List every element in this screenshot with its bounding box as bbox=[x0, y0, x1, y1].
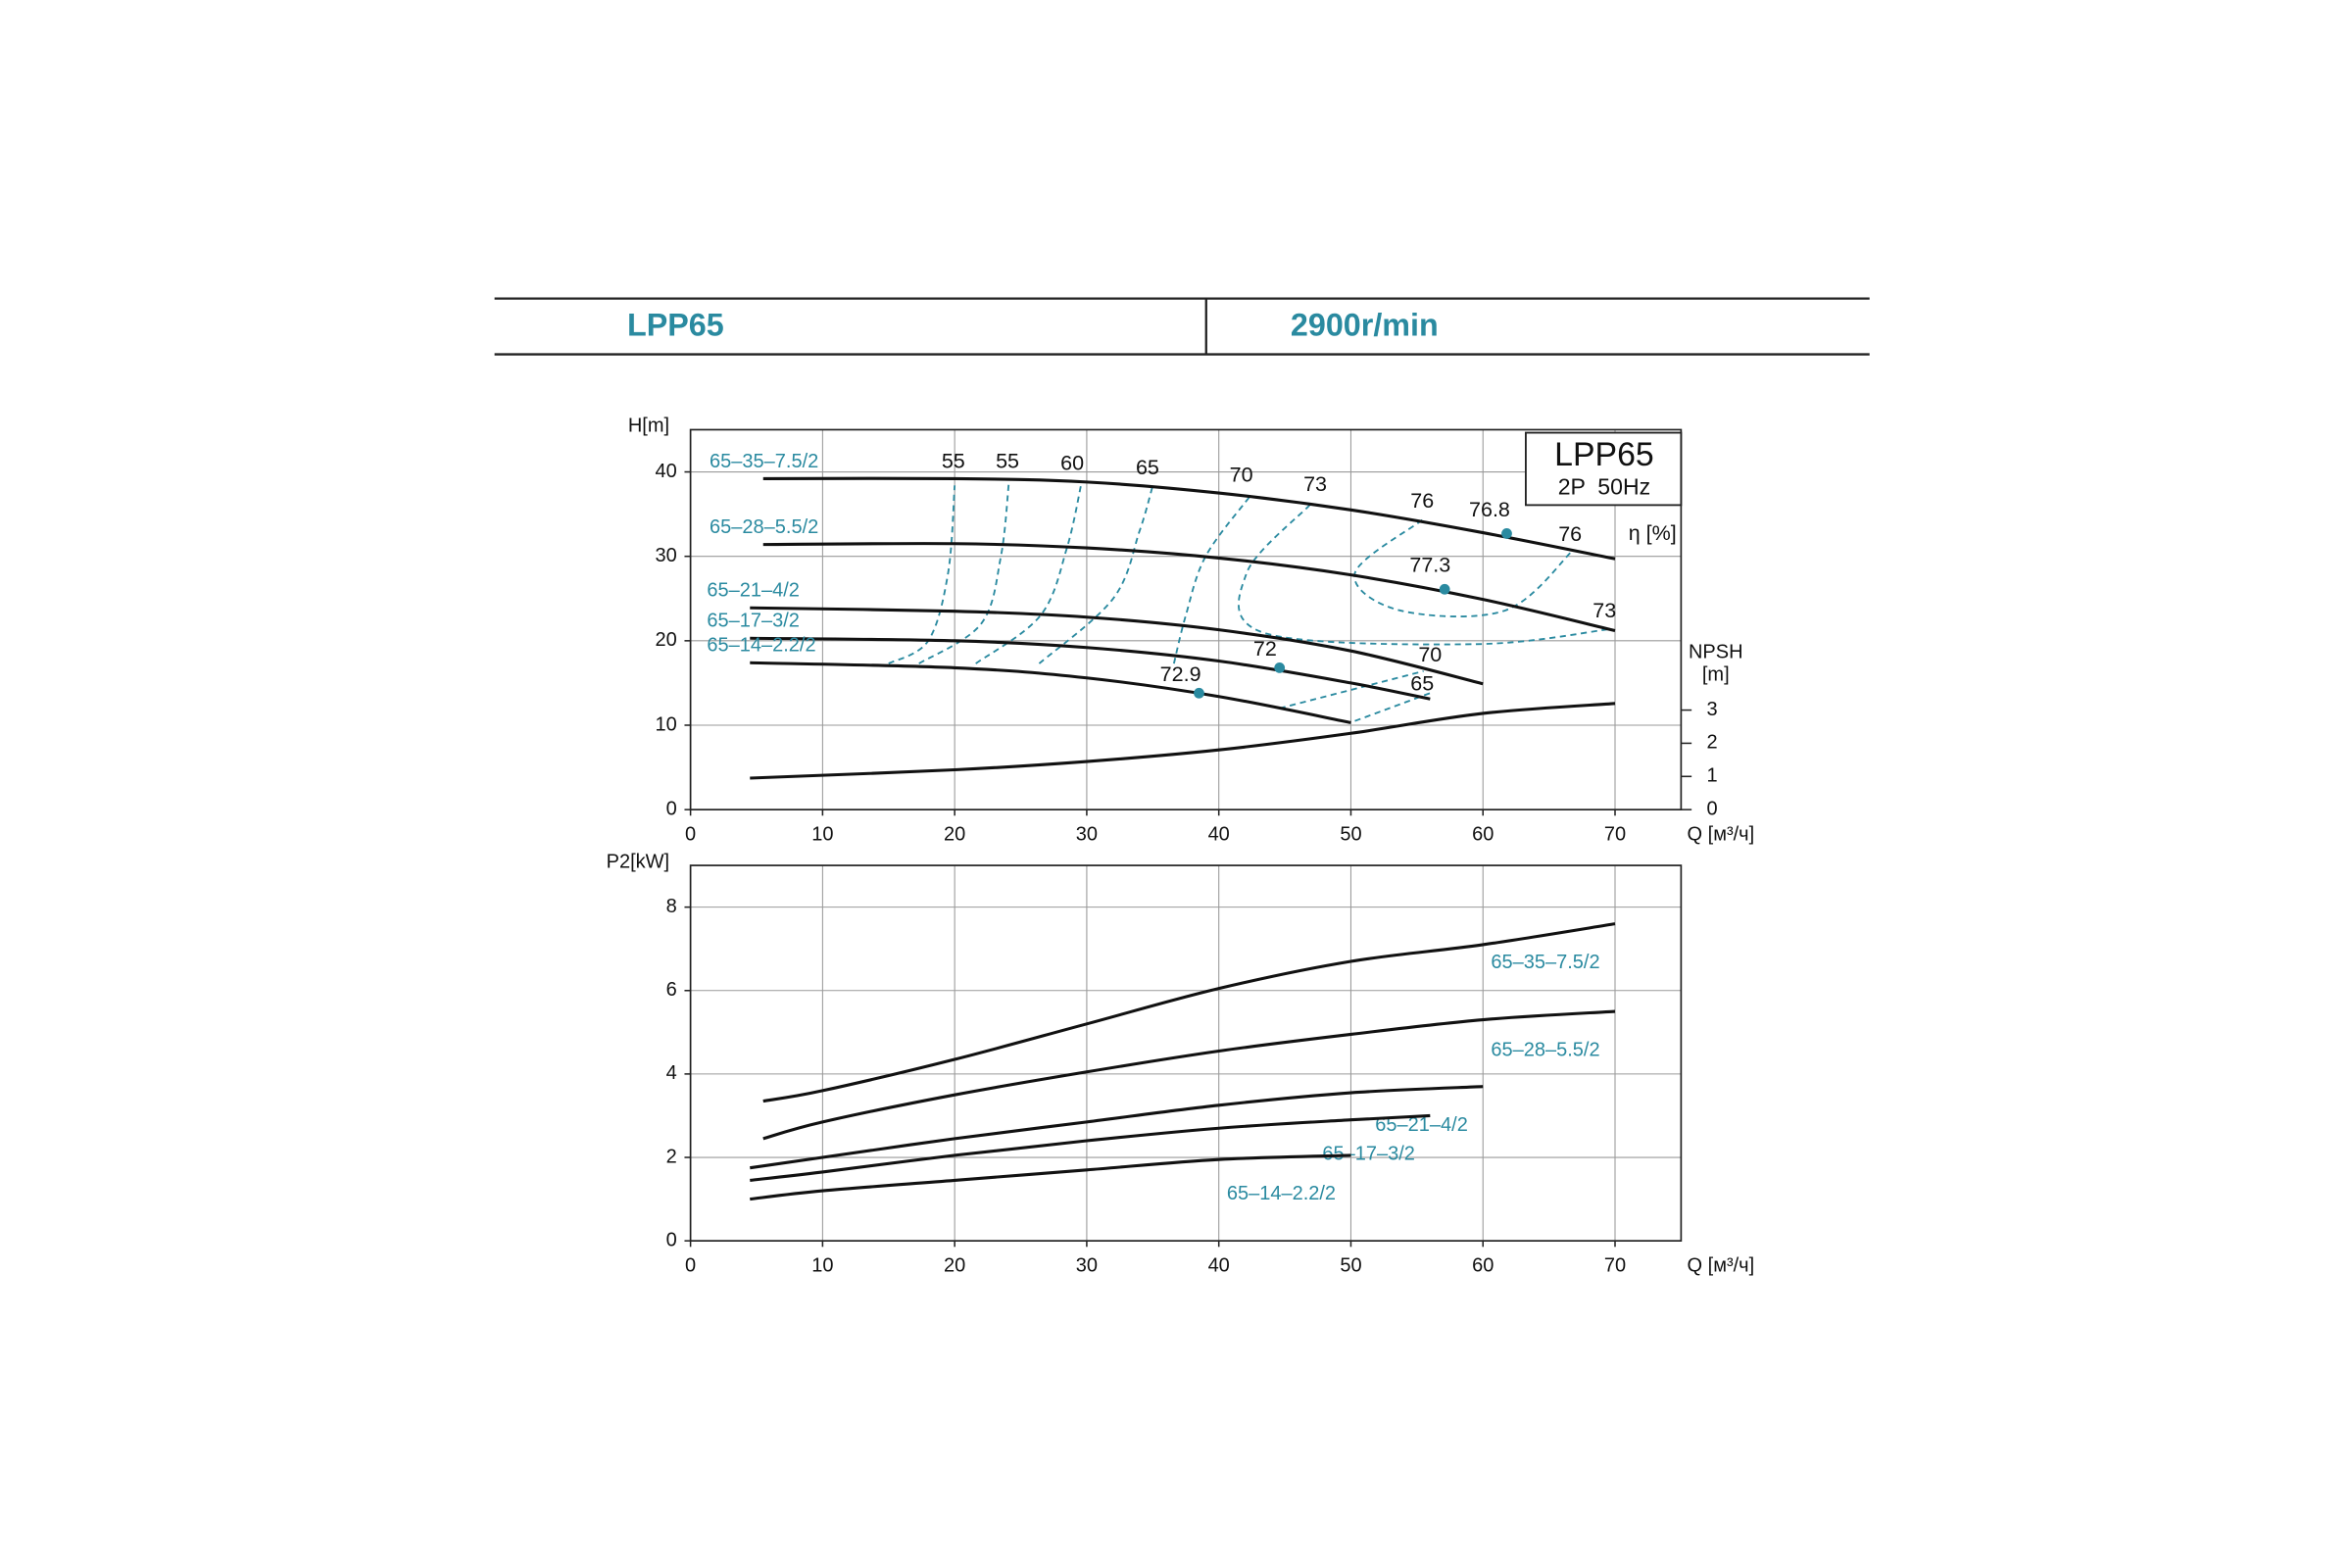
x-tick-label: 50 bbox=[1340, 1255, 1361, 1277]
efficiency-contour bbox=[888, 485, 956, 664]
series-line bbox=[762, 476, 1616, 561]
series-label: 65–14–2.2/2 bbox=[707, 635, 815, 657]
x-tick-label: 70 bbox=[1604, 824, 1626, 846]
efficiency-contour bbox=[1279, 669, 1424, 710]
efficiency-label: 65 bbox=[1136, 456, 1159, 479]
y2-tick-label: 3 bbox=[1707, 699, 1718, 720]
efficiency-contour bbox=[1353, 518, 1574, 618]
efficiency-contour bbox=[1038, 485, 1154, 664]
efficiency-contour bbox=[918, 482, 1010, 664]
eta-label: η [%] bbox=[1629, 521, 1677, 545]
model-box-subtitle: 2P 50Hz bbox=[1558, 474, 1650, 500]
y-tick-label: 0 bbox=[666, 1229, 677, 1250]
efficiency-label: 72 bbox=[1253, 637, 1277, 661]
bep-point bbox=[1194, 687, 1204, 699]
y-tick-label: 6 bbox=[666, 979, 677, 1001]
y-tick-label: 40 bbox=[656, 461, 677, 482]
x-tick-label: 10 bbox=[811, 824, 833, 846]
y-axis-label: P2[kW] bbox=[607, 851, 669, 872]
bep-point bbox=[1274, 662, 1286, 673]
efficiency-contour bbox=[1172, 496, 1250, 664]
efficiency-label: 55 bbox=[942, 450, 965, 473]
series-label: 65–14–2.2/2 bbox=[1227, 1183, 1336, 1204]
efficiency-label: 70 bbox=[1230, 464, 1253, 487]
series-line bbox=[750, 1085, 1484, 1170]
efficiency-label: 73 bbox=[1592, 599, 1616, 622]
series-line bbox=[750, 1153, 1351, 1201]
x-tick-label: 10 bbox=[811, 1255, 833, 1277]
x-tick-label: 40 bbox=[1208, 1255, 1230, 1277]
x-tick-label: 20 bbox=[944, 1255, 965, 1277]
series-label: 65–21–4/2 bbox=[707, 580, 800, 602]
efficiency-label: 55 bbox=[996, 450, 1019, 473]
efficiency-label: 72.9 bbox=[1160, 662, 1201, 686]
plot-frame bbox=[689, 428, 1683, 811]
efficiency-label: 65 bbox=[1410, 671, 1434, 695]
x-tick-label: 30 bbox=[1076, 824, 1098, 846]
y-tick-label: 30 bbox=[656, 545, 677, 566]
x-tick-label: 50 bbox=[1340, 824, 1361, 846]
efficiency-label: 73 bbox=[1303, 472, 1327, 496]
y-tick-label: 4 bbox=[666, 1062, 677, 1084]
y-tick-label: 10 bbox=[656, 713, 677, 735]
series-line bbox=[750, 606, 1484, 686]
efficiency-label: 70 bbox=[1418, 643, 1442, 666]
y-tick-label: 8 bbox=[666, 896, 677, 917]
x-tick-label: 20 bbox=[944, 824, 965, 846]
series-label: 65–17–3/2 bbox=[707, 611, 800, 632]
y-axis-label: H[m] bbox=[628, 416, 669, 437]
series-line bbox=[750, 661, 1351, 724]
series-label: 65–21–4/2 bbox=[1375, 1114, 1468, 1136]
series-line bbox=[750, 1113, 1431, 1182]
x-tick-label: 0 bbox=[685, 1255, 696, 1277]
y-tick-label: 0 bbox=[666, 798, 677, 819]
bep-point bbox=[1439, 583, 1450, 595]
x-tick-label: 0 bbox=[685, 824, 696, 846]
model-box-title: LPP65 bbox=[1554, 436, 1654, 473]
efficiency-label: 77.3 bbox=[1409, 554, 1450, 577]
x-tick-label: 30 bbox=[1076, 1255, 1098, 1277]
series-line bbox=[750, 702, 1616, 780]
series-line bbox=[762, 922, 1616, 1103]
y2-axis-unit: [m] bbox=[1702, 664, 1730, 686]
y2-tick-label: 1 bbox=[1707, 765, 1718, 787]
series-line bbox=[762, 542, 1616, 633]
efficiency-contour bbox=[975, 482, 1083, 664]
y2-axis-label: NPSH bbox=[1689, 641, 1743, 662]
series-label: 65–17–3/2 bbox=[1322, 1144, 1415, 1165]
series-label: 65–28–5.5/2 bbox=[1491, 1039, 1599, 1060]
model-box bbox=[1525, 431, 1683, 507]
x-axis-label: Q [м³/ч] bbox=[1688, 1255, 1755, 1277]
series-label: 65–35–7.5/2 bbox=[710, 451, 818, 472]
x-tick-label: 60 bbox=[1472, 824, 1494, 846]
y2-tick-label: 0 bbox=[1707, 798, 1718, 819]
model-title: LPP65 bbox=[627, 307, 724, 342]
series-line bbox=[750, 636, 1431, 701]
x-axis-label: Q [м³/ч] bbox=[1688, 824, 1755, 846]
y-tick-label: 20 bbox=[656, 629, 677, 651]
series-line bbox=[762, 1009, 1616, 1141]
speed-title: 2900r/min bbox=[1291, 307, 1439, 342]
efficiency-label: 60 bbox=[1060, 451, 1084, 474]
x-tick-label: 40 bbox=[1208, 824, 1230, 846]
bep-point bbox=[1501, 528, 1512, 539]
x-tick-label: 70 bbox=[1604, 1255, 1626, 1277]
efficiency-label: 76 bbox=[1410, 489, 1434, 513]
series-label: 65–28–5.5/2 bbox=[710, 516, 818, 538]
efficiency-contour bbox=[1238, 504, 1612, 646]
series-label: 65–35–7.5/2 bbox=[1491, 952, 1599, 973]
y-tick-label: 2 bbox=[666, 1146, 677, 1167]
plot-frame bbox=[689, 864, 1683, 1243]
y2-tick-label: 2 bbox=[1707, 732, 1718, 754]
efficiency-label: 76.8 bbox=[1469, 498, 1510, 521]
x-tick-label: 60 bbox=[1472, 1255, 1494, 1277]
efficiency-label: 76 bbox=[1558, 522, 1582, 546]
